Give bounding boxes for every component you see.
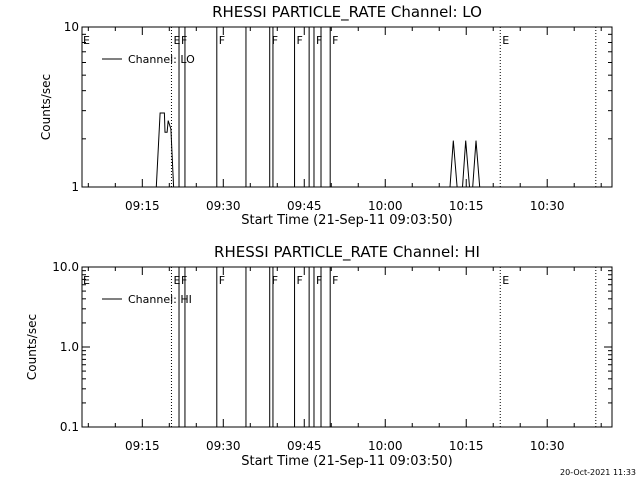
y-axis-label: Counts/sec xyxy=(25,314,39,380)
footer-timestamp: 20-Oct-2021 11:33 xyxy=(560,468,636,477)
series-line xyxy=(155,112,481,188)
lo-channel-panel: RHESSI PARTICLE_RATE Channel: LO 1 10 09:15… xyxy=(39,3,613,228)
event-flag-label: F xyxy=(181,34,187,47)
chart-title: RHESSI PARTICLE_RATE Channel: HI xyxy=(214,243,480,262)
hi-channel-panel: RHESSI PARTICLE_RATE Channel: HI 0.1 1.0 10… xyxy=(25,243,613,469)
event-flag-label: E xyxy=(502,34,509,47)
corner-flag-label: E xyxy=(83,34,90,47)
y-tick-label: 1.0 xyxy=(60,340,79,354)
event-flag-label: F xyxy=(316,34,322,47)
chart-title: RHESSI PARTICLE_RATE Channel: LO xyxy=(212,3,482,22)
x-tick-label: 10:30 xyxy=(530,199,565,213)
event-flag-label: F xyxy=(297,34,303,47)
y-axis-label: Counts/sec xyxy=(39,74,53,140)
y-tick-label: 10 xyxy=(64,20,79,34)
y-tick-label: 0.1 xyxy=(60,420,79,434)
x-tick-label: 10:15 xyxy=(449,439,484,453)
x-tick-label: 09:45 xyxy=(287,199,322,213)
corner-flag-label: E xyxy=(83,274,90,287)
plot-frame xyxy=(81,266,613,428)
event-flag-label: F xyxy=(332,274,338,287)
legend-label: Channel: LO xyxy=(128,53,195,66)
legend-label: Channel: HI xyxy=(128,293,192,306)
x-tick-label: 09:15 xyxy=(125,439,160,453)
event-flag-label: E xyxy=(173,34,180,47)
event-flag-label: F xyxy=(272,34,278,47)
event-flag-label: F xyxy=(316,274,322,287)
event-flag-label: F xyxy=(332,34,338,47)
x-tick-label: 09:30 xyxy=(206,199,241,213)
event-flag-label: F xyxy=(297,274,303,287)
y-tick-label: 10.0 xyxy=(52,260,79,274)
plot-frame xyxy=(81,26,613,188)
x-axis-label: Start Time (21-Sep-11 09:03:50) xyxy=(241,454,452,469)
x-tick-label: 10:00 xyxy=(368,439,403,453)
x-tick-label: 09:15 xyxy=(125,199,160,213)
event-flag-label: E xyxy=(502,274,509,287)
event-flag-label: F xyxy=(219,34,225,47)
event-flag-label: E xyxy=(173,274,180,287)
x-tick-label: 09:45 xyxy=(287,439,322,453)
x-tick-label: 09:30 xyxy=(206,439,241,453)
x-tick-label: 10:00 xyxy=(368,199,403,213)
event-flag-label: F xyxy=(181,274,187,287)
x-tick-label: 10:30 xyxy=(530,439,565,453)
x-tick-label: 10:15 xyxy=(449,199,484,213)
y-tick-label: 1 xyxy=(71,180,79,194)
event-flag-label: F xyxy=(272,274,278,287)
x-axis-label: Start Time (21-Sep-11 09:03:50) xyxy=(241,213,452,228)
event-flag-label: F xyxy=(219,274,225,287)
